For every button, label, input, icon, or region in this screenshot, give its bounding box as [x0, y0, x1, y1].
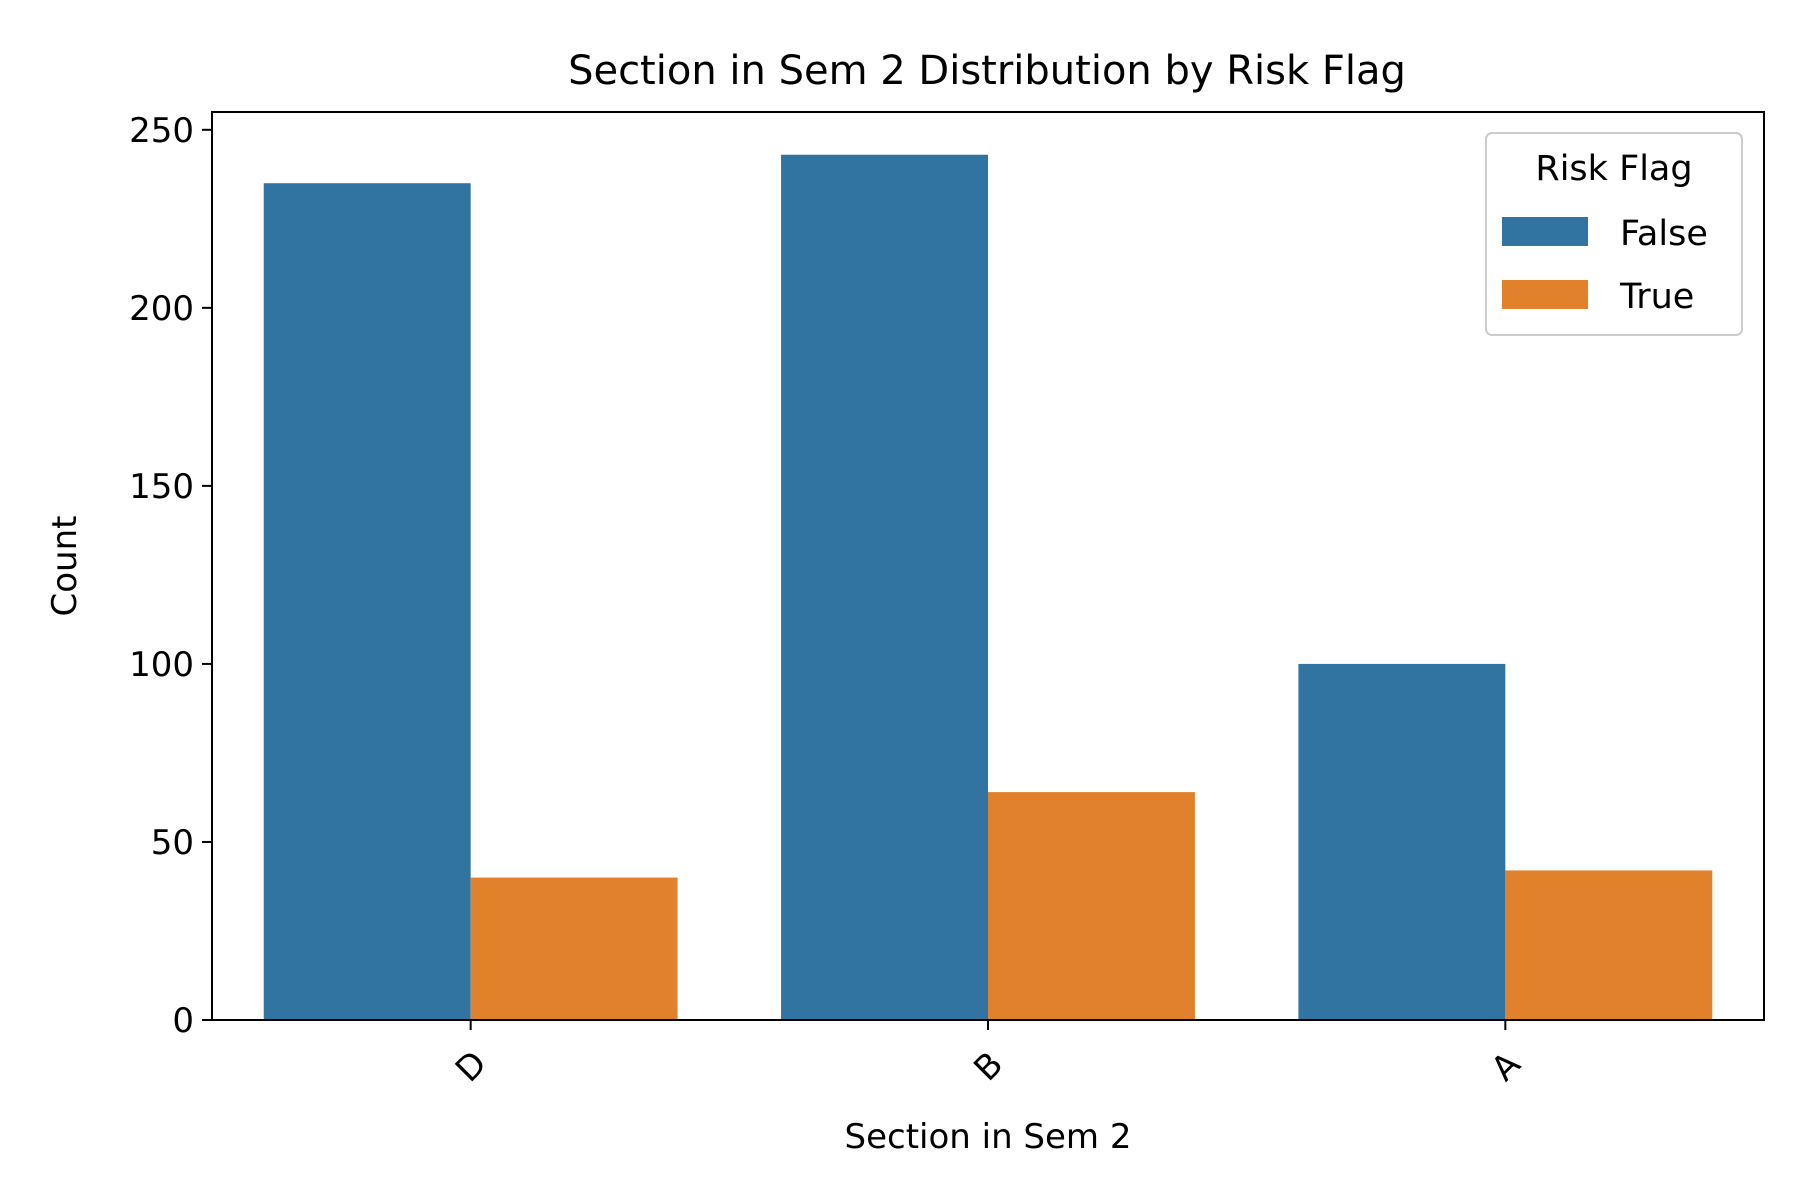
y-tick-label: 0 [172, 1001, 194, 1041]
bar-A-false [1298, 663, 1506, 1020]
bar-D-false [263, 183, 471, 1020]
y-tick-label: 150 [129, 467, 194, 507]
y-axis-label: Count [45, 516, 85, 617]
bar-A-true [1505, 870, 1713, 1020]
bar-B-false [781, 154, 988, 1020]
legend-label-false: False [1620, 214, 1708, 254]
legend: Risk Flag False True [1485, 132, 1743, 336]
chart-title: Section in Sem 2 Distribution by Risk Fl… [568, 48, 1406, 94]
y-tick-label: 200 [129, 289, 194, 329]
legend-swatch-false [1502, 217, 1588, 246]
x-tick-label: D [448, 1043, 495, 1090]
bar-B-true [988, 792, 1195, 1020]
legend-title: Risk Flag [1535, 149, 1692, 189]
plot-frame [211, 111, 1765, 1021]
y-tick-label: 100 [129, 645, 194, 685]
y-tick-label: 250 [129, 111, 194, 151]
legend-swatch-true [1502, 280, 1588, 309]
x-axis-label: Section in Sem 2 [845, 1117, 1132, 1157]
x-tick-label: A [1484, 1044, 1529, 1089]
legend-label-true: True [1619, 277, 1694, 317]
y-tick-label: 50 [151, 823, 194, 863]
bar-D-true [470, 877, 678, 1020]
bars-group [263, 154, 1713, 1020]
x-tick-label: B [966, 1044, 1011, 1089]
